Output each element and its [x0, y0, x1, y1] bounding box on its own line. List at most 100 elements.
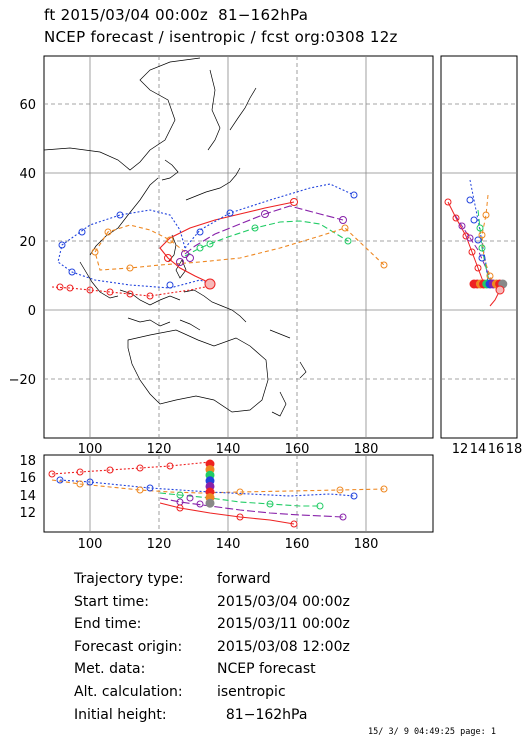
trajectory-marker	[474, 264, 482, 272]
bottom-y-tick: 12	[19, 506, 36, 521]
trajectory-marker	[48, 470, 56, 478]
trajectory-marker	[236, 513, 244, 521]
main-x-tick: 160	[285, 442, 310, 457]
bottom-x-tick: 120	[147, 537, 172, 552]
side-x-tick: 16	[488, 442, 505, 457]
trajectory-marker	[339, 513, 347, 521]
trajectory-marker	[136, 486, 144, 494]
bottom-x-tick: 180	[354, 537, 379, 552]
main-y-tick: 20	[19, 235, 36, 250]
trajectory-marker	[226, 209, 234, 217]
trajectory-marker	[206, 240, 214, 248]
bottom-panel-grid	[158, 455, 298, 532]
trajectory-red-dotted	[51, 285, 211, 297]
side-latitude-panel	[440, 55, 518, 439]
trajectory-marker	[444, 198, 452, 206]
info-row: Start time: 2015/03/04 00:00z	[74, 591, 350, 614]
trajectory-marker	[86, 478, 94, 486]
trajectory-marker	[166, 236, 174, 244]
trajectory-marker	[341, 224, 349, 232]
trajectory-marker	[266, 500, 274, 508]
trajectory-marker	[452, 214, 460, 222]
main-map-major-grid	[44, 56, 433, 438]
trajectory-marker	[176, 491, 184, 499]
bottom-panel-major-grid	[89, 455, 367, 532]
info-value: forward	[217, 571, 271, 587]
trajectory-marker	[176, 504, 184, 512]
main-x-tick: 100	[78, 442, 103, 457]
trajectory-marker	[68, 268, 76, 276]
page-footer: 15/ 3/ 9 04:49:25 page: 1	[368, 727, 496, 737]
trajectory-marker	[181, 250, 189, 258]
trajectory-lines	[51, 183, 385, 297]
info-value: NCEP forecast	[217, 661, 316, 678]
side-x-tick: 14	[470, 442, 487, 457]
info-key: Forecast origin:	[74, 638, 183, 655]
trajectory-marker	[76, 480, 84, 488]
info-value: 2015/03/04 00:00z	[217, 593, 350, 610]
trajectory-marker	[136, 464, 144, 472]
info-row: End time: 2015/03/11 00:00z	[74, 613, 350, 636]
bottom-x-tick: 160	[285, 537, 310, 552]
trajectory-red-solid	[159, 201, 295, 284]
info-value: 2015/03/11 00:00z	[217, 616, 350, 633]
trajectory-blue-west	[57, 209, 211, 289]
trajectory-marker	[86, 286, 94, 294]
info-key: Met. data:	[74, 661, 146, 678]
info-row: Forecast origin: 2015/03/08 12:00z	[74, 636, 350, 659]
trajectory-marker	[486, 272, 494, 280]
side-panel-major-grid	[441, 172, 517, 311]
trajectory-marker	[290, 520, 298, 528]
trajectory-marker	[466, 196, 474, 204]
bottom-x-tick: 140	[216, 537, 241, 552]
trajectory-markers	[56, 191, 388, 300]
map-title-source: NCEP forecast / isentropic / fcst org:03…	[44, 28, 398, 46]
trajectory-marker	[350, 492, 358, 500]
bottom-y-tick: 14	[19, 489, 36, 504]
trajectory-marker	[380, 485, 388, 493]
trajectory-marker	[106, 466, 114, 474]
trajectory-marker	[478, 254, 486, 262]
coastlines	[43, 57, 307, 417]
side-x-tick: 12	[452, 442, 469, 457]
trajectory-marker	[106, 288, 114, 296]
info-row: Alt. calculation: isentropic	[74, 681, 350, 704]
bottom-panel-markers	[48, 459, 388, 528]
trajectory-marker	[336, 486, 344, 494]
trajectory-marker	[462, 232, 470, 240]
trajectory-marker	[146, 292, 154, 300]
side-x-tick: 18	[506, 442, 523, 457]
info-value: isentropic	[217, 683, 286, 700]
trajectory-marker	[104, 228, 112, 236]
trajectory-marker	[470, 216, 478, 224]
info-key: Trajectory type:	[74, 571, 184, 587]
trajectory-marker	[78, 228, 86, 236]
main-x-tick: 180	[354, 442, 379, 457]
trajectory-marker	[236, 488, 244, 496]
main-y-tick: 60	[19, 98, 36, 113]
trajectory-marker	[474, 236, 482, 244]
info-key: Start time:	[74, 593, 149, 610]
trajectory-marker	[495, 285, 505, 295]
trajectory-marker	[146, 484, 154, 492]
bottom-panel-frame	[43, 454, 434, 533]
trajectory-marker	[76, 468, 84, 476]
trajectory-marker	[466, 234, 474, 242]
trajectory-marker	[350, 191, 358, 199]
info-value: 2015/03/08 12:00z	[217, 638, 350, 655]
trajectory-marker	[316, 502, 324, 510]
main-y-tick: 0	[28, 304, 36, 319]
trajectory-marker	[482, 211, 490, 219]
trajectory-marker	[290, 198, 298, 206]
main-map-grid	[44, 56, 433, 438]
tick-labels: 60 40 20 0 −20 100 120 140 160 180 12 14…	[9, 98, 523, 552]
side-panel-markers	[444, 196, 508, 295]
trajectory-marker	[251, 224, 259, 232]
trajectory-marker	[476, 224, 484, 232]
bottom-longitude-panel	[43, 454, 434, 533]
trajectory-marker	[56, 283, 64, 291]
trajectory-marker	[344, 237, 352, 245]
trajectory-marker	[126, 290, 134, 298]
trajectory-marker	[204, 278, 216, 290]
